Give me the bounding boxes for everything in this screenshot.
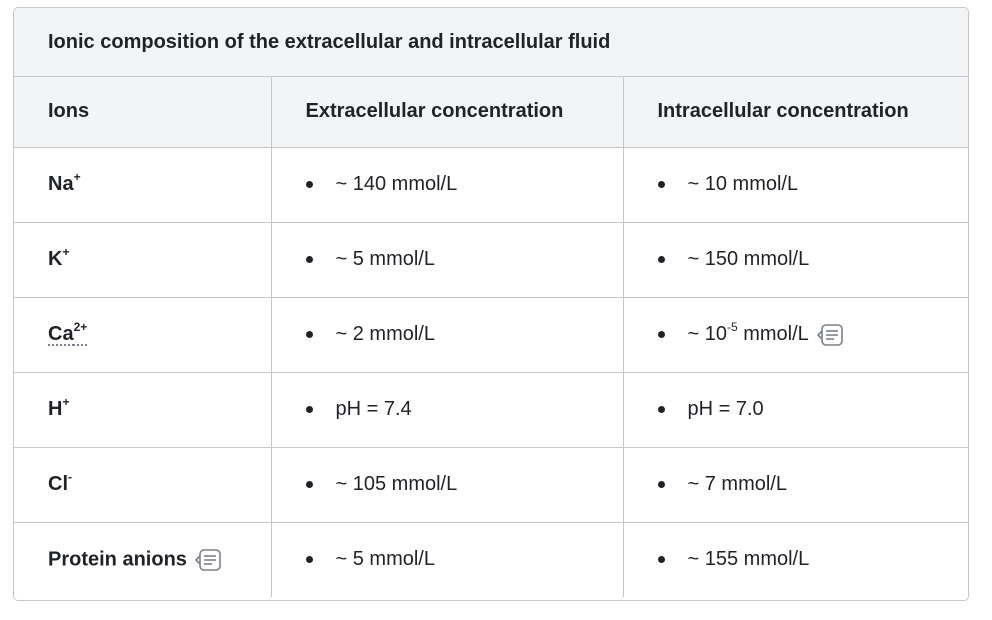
ion-table: Ions Extracellular concentration Intrace… — [14, 77, 968, 597]
table-row: Protein anions ~ 5 mmol/L ~ 155 mmol/L — [14, 522, 968, 597]
bullet-icon — [305, 556, 313, 564]
intra-cell: ~ 10-5 mmol/L — [623, 297, 968, 373]
intra-cell: ~ 150 mmol/L — [623, 222, 968, 298]
calcium-glossary-link[interactable]: Ca2+ — [48, 320, 88, 345]
intra-cell: ~ 7 mmol/L — [623, 447, 968, 523]
note-icon[interactable] — [193, 547, 223, 573]
note-icon[interactable] — [815, 322, 845, 348]
header-intracellular: Intracellular concentration — [623, 77, 968, 148]
extra-cell: ~ 105 mmol/L — [271, 447, 624, 523]
bullet-icon — [657, 481, 665, 488]
ion-cell-potassium: K+ — [14, 222, 272, 298]
table-row: Na+ ~ 140 mmol/L ~ 10 mmol/L — [14, 147, 968, 223]
table-caption: Ionic composition of the extracellular a… — [14, 8, 968, 77]
bullet-icon — [657, 256, 665, 263]
header-ions: Ions — [14, 77, 272, 148]
bullet-icon — [657, 406, 665, 413]
intra-cell: ~ 10 mmol/L — [623, 147, 968, 223]
bullet-icon — [305, 181, 313, 188]
ion-cell-protein-anions: Protein anions — [14, 522, 272, 597]
bullet-icon — [657, 331, 665, 338]
header-extracellular: Extracellular concentration — [271, 77, 624, 148]
bullet-icon — [305, 256, 313, 263]
calcium-intra-value: ~ 10-5 mmol/L — [687, 320, 809, 345]
bullet-icon — [305, 331, 313, 338]
ion-cell-hydrogen: H+ — [14, 372, 272, 448]
ion-cell-sodium: Na+ — [14, 147, 272, 223]
extra-cell: ~ 5 mmol/L — [271, 222, 624, 298]
ion-cell-chloride: Cl- — [14, 447, 272, 523]
table-row: Cl- ~ 105 mmol/L ~ 7 mmol/L — [14, 447, 968, 523]
ion-cell-calcium[interactable]: Ca2+ — [14, 297, 272, 373]
table-row: Ca2+ ~ 2 mmol/L ~ 10-5 mmol/L — [14, 297, 968, 373]
table-row: H+ pH = 7.4 pH = 7.0 — [14, 372, 968, 448]
extra-cell: ~ 5 mmol/L — [271, 522, 624, 597]
extra-cell: pH = 7.4 — [271, 372, 624, 448]
bullet-icon — [305, 481, 313, 488]
extra-cell: ~ 140 mmol/L — [271, 147, 624, 223]
bullet-icon — [657, 556, 665, 564]
bullet-icon — [657, 181, 665, 188]
ion-table-container: Ionic composition of the extracellular a… — [13, 7, 969, 601]
intra-cell: pH = 7.0 — [623, 372, 968, 448]
extra-cell: ~ 2 mmol/L — [271, 297, 624, 373]
bullet-icon — [305, 406, 313, 413]
intra-cell: ~ 155 mmol/L — [623, 522, 968, 597]
header-row: Ions Extracellular concentration Intrace… — [14, 77, 968, 148]
table-row: K+ ~ 5 mmol/L ~ 150 mmol/L — [14, 222, 968, 298]
